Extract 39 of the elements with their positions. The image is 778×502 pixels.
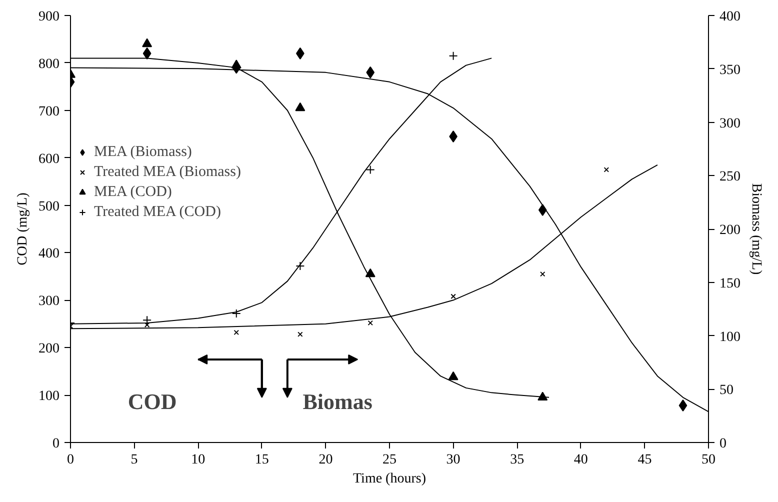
y2-tick-label: 50	[720, 383, 734, 398]
x-tick-label: 25	[382, 452, 396, 468]
x-tick-label: 30	[446, 452, 460, 468]
y-tick-label: 100	[38, 389, 60, 404]
y2-tick-label: 0	[720, 436, 726, 452]
x-tick-label: 10	[191, 452, 206, 468]
x-axis-title: Time (hours)	[353, 472, 426, 486]
x-tick-label: 35	[510, 452, 524, 468]
y2-tick-label: 400	[720, 10, 740, 24]
legend-label: MEA (COD)	[94, 184, 172, 200]
x-tick-label: 5	[130, 452, 138, 468]
y2-tick-label: 250	[720, 170, 740, 185]
legend-label: Treated MEA (Biomass)	[94, 164, 241, 180]
y-tick-label: 500	[38, 199, 60, 214]
y-tick-label: 0	[52, 436, 60, 452]
y2-axis-title: Biomass (mg/L)	[748, 183, 764, 276]
y-axis-title: COD (mg/L)	[16, 192, 30, 266]
y-tick-label: 400	[38, 246, 60, 262]
annotation: Biomas	[302, 389, 373, 414]
y-tick-label: 600	[38, 152, 60, 167]
y-tick-label: 300	[38, 294, 60, 310]
y2-tick-label: 150	[720, 276, 740, 292]
legend-label: MEA (Biomass)	[94, 144, 192, 160]
y-tick-label: 200	[38, 342, 60, 357]
y2-tick-label: 200	[720, 223, 740, 238]
y2-tick-label: 300	[720, 116, 740, 132]
x-tick-label: 45	[638, 452, 652, 468]
y-tick-label: 800	[38, 56, 60, 72]
x-tick-label: 40	[574, 452, 588, 468]
legend-label: Treated MEA (COD)	[94, 204, 221, 220]
x-tick-label: 50	[702, 452, 716, 468]
x-tick-label: 0	[67, 452, 74, 468]
y-tick-label: 900	[38, 10, 60, 24]
x-tick-label: 20	[318, 452, 333, 468]
y-tick-label: 700	[38, 104, 60, 120]
annotation: COD	[128, 389, 177, 414]
x-tick-label: 15	[254, 452, 269, 468]
y2-tick-label: 100	[720, 330, 740, 345]
y2-tick-label: 350	[720, 62, 740, 78]
